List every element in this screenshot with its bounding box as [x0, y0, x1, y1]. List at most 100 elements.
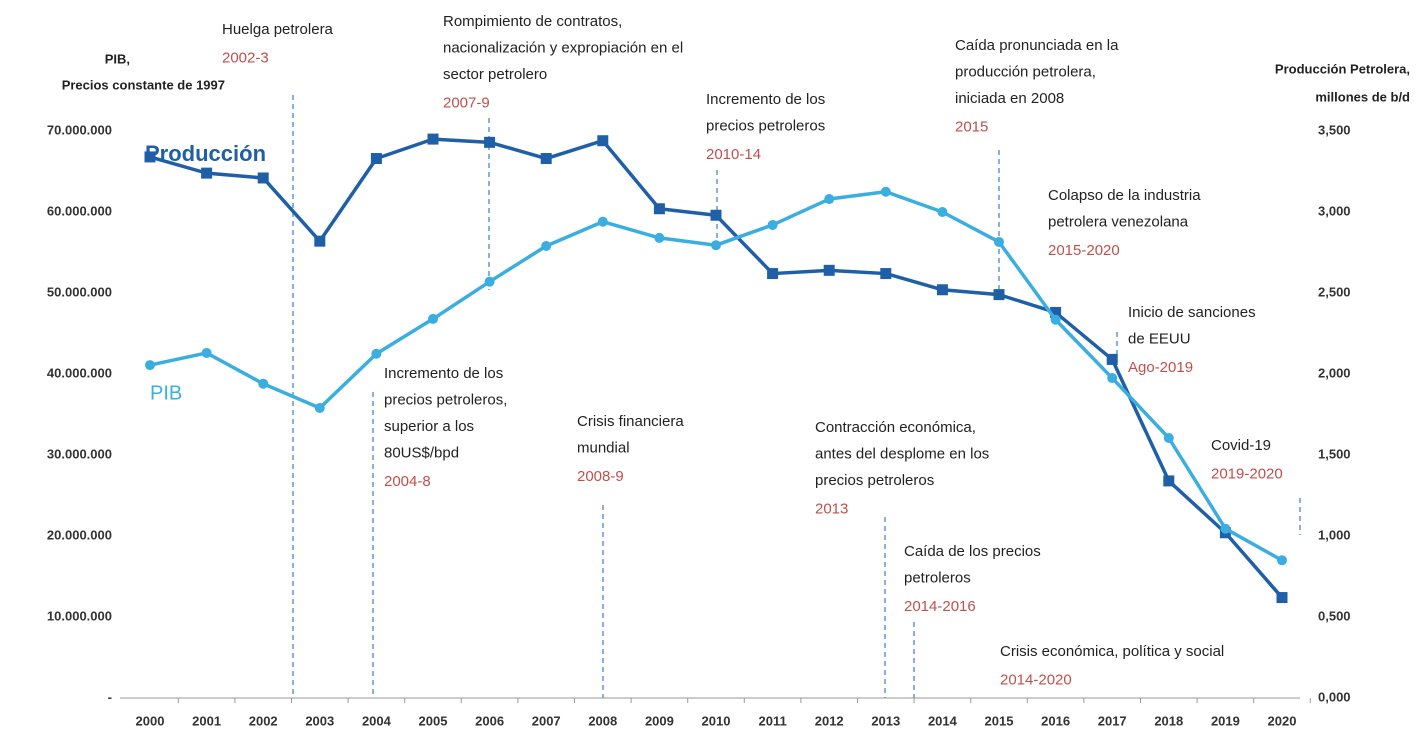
- y2-tick-label: 2,500: [1318, 284, 1351, 299]
- marker: [370, 153, 382, 165]
- annotation-text: Rompimiento de contratos,: [443, 13, 622, 30]
- annotation-text: Covid-19: [1211, 437, 1271, 454]
- y-tick-label: 50.000.000: [47, 284, 112, 299]
- annotation-text: Huelga petrolera: [222, 21, 334, 38]
- marker: [880, 186, 891, 197]
- marker: [1106, 353, 1118, 365]
- marker: [994, 236, 1004, 247]
- annotation-period: 2010-14: [706, 146, 761, 163]
- annotation-text: precios petroleros: [706, 117, 825, 134]
- marker: [371, 348, 382, 359]
- x-tick-label: 2009: [645, 713, 674, 728]
- marker: [144, 151, 156, 163]
- marker: [540, 153, 552, 165]
- marker: [654, 232, 665, 243]
- y2-tick-label: 0,000: [1318, 689, 1351, 704]
- x-tick-label: 2010: [702, 713, 731, 728]
- annotation-text: antes del desplome en los: [815, 445, 989, 462]
- y-tick-label: 70.000.000: [47, 122, 112, 137]
- marker: [1163, 432, 1174, 443]
- x-tick-label: 2008: [588, 713, 617, 728]
- marker: [1163, 475, 1175, 487]
- annotation-period: 2019-2020: [1211, 465, 1283, 482]
- x-tick-label: 2013: [871, 713, 900, 728]
- y2-tick-label: 1,500: [1318, 446, 1351, 461]
- y-tick-label: 60.000.000: [47, 203, 112, 218]
- annotation-period: 2002-3: [222, 49, 269, 66]
- x-tick-label: 2012: [815, 713, 844, 728]
- annotation-period: 2004-8: [384, 473, 431, 490]
- marker: [257, 172, 269, 184]
- x-tick-label: 2019: [1211, 713, 1240, 728]
- annotation-text: Caída de los precios: [904, 543, 1041, 560]
- x-tick-label: 2015: [985, 713, 1014, 728]
- marker: [710, 209, 722, 221]
- x-tick-label: 2011: [758, 713, 786, 728]
- y2-axis-title: millones de b/d: [1315, 89, 1410, 104]
- marker: [484, 276, 495, 287]
- annotation-text: Contracción económica,: [815, 419, 976, 436]
- annotation-text: Incremento de los: [706, 91, 825, 108]
- marker: [880, 268, 892, 280]
- marker: [993, 289, 1005, 301]
- x-tick-label: 2003: [305, 713, 334, 728]
- marker: [314, 403, 325, 414]
- annotation-period: 2014-2016: [904, 598, 976, 615]
- marker: [1277, 555, 1287, 566]
- annotation-text: nacionalización y expropiación en el: [443, 39, 683, 56]
- series-line: [149, 137, 1284, 599]
- y-tick-label: 30.000.000: [47, 446, 112, 461]
- marker: [597, 216, 608, 227]
- marker: [145, 360, 155, 371]
- annotation-text: superior a los: [384, 418, 474, 435]
- marker: [258, 378, 269, 389]
- annotation-period: 2015: [955, 118, 988, 135]
- annotation-period: 2013: [815, 500, 848, 517]
- marker: [936, 284, 948, 296]
- marker: [823, 264, 835, 276]
- annotation-period: Ago-2019: [1128, 359, 1193, 376]
- annotation-text: Crisis económica, política y social: [1000, 643, 1224, 660]
- annotation-period: 2015-2020: [1048, 242, 1120, 259]
- marker: [201, 347, 212, 358]
- marker: [1276, 592, 1288, 604]
- y-tick-label: 20.000.000: [47, 527, 112, 542]
- marker: [653, 203, 665, 215]
- x-tick-label: 2000: [136, 713, 165, 728]
- marker: [1220, 523, 1231, 534]
- marker: [484, 136, 496, 148]
- y-axis-title: Precios constante de 1997: [62, 77, 225, 92]
- marker: [767, 268, 779, 280]
- annotation-text: petroleros: [904, 569, 971, 586]
- annotation-text: de EEUU: [1128, 330, 1191, 347]
- y2-tick-label: 3,500: [1318, 122, 1351, 137]
- y-tick-label: 10.000.000: [47, 608, 112, 623]
- x-tick-label: 2007: [532, 713, 561, 728]
- marker: [1050, 314, 1061, 325]
- annotation-text: mundial: [577, 439, 630, 456]
- y2-tick-label: 3,000: [1318, 203, 1351, 218]
- marker: [937, 207, 948, 217]
- annotation-text: Inicio de sanciones: [1128, 304, 1256, 321]
- annotation-period: 2007-9: [443, 94, 490, 111]
- x-tick-label: 2020: [1268, 713, 1297, 728]
- marker: [541, 241, 552, 252]
- x-tick-label: 2014: [928, 713, 958, 728]
- y-axis-title: PIB,: [105, 51, 130, 66]
- annotation-text: Crisis financiera: [577, 413, 684, 430]
- x-tick-label: 2018: [1154, 713, 1183, 728]
- x-tick-label: 2005: [419, 713, 448, 728]
- marker: [314, 235, 326, 247]
- marker: [428, 313, 438, 324]
- legend-label: Producción: [145, 141, 266, 166]
- legend-label: PIB: [150, 382, 182, 404]
- marker: [201, 167, 213, 179]
- marker: [1107, 373, 1118, 384]
- x-tick-label: 2017: [1098, 713, 1127, 728]
- annotation-text: iniciada en 2008: [955, 90, 1064, 107]
- annotation-text: Colapso de la industria: [1048, 187, 1201, 204]
- x-tick-label: 2006: [475, 713, 504, 728]
- y-tick-label: 40.000.000: [47, 365, 112, 380]
- x-tick-label: 2002: [249, 713, 278, 728]
- annotation-text: precios petroleros: [815, 472, 934, 489]
